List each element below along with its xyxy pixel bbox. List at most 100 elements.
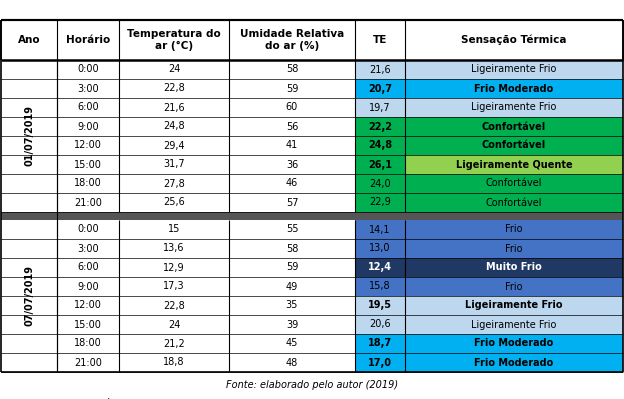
Text: 18,8: 18,8 xyxy=(163,358,185,367)
Text: 9:00: 9:00 xyxy=(77,122,99,132)
Text: Ligeiramente Frio: Ligeiramente Frio xyxy=(471,65,557,75)
Bar xyxy=(355,258,405,277)
Text: Ligeiramente Frio: Ligeiramente Frio xyxy=(471,103,557,113)
Bar xyxy=(355,239,405,258)
Text: 12,9: 12,9 xyxy=(163,263,185,273)
Text: Sensação Térmica: Sensação Térmica xyxy=(461,35,567,45)
Text: 6:00: 6:00 xyxy=(77,263,99,273)
Bar xyxy=(57,334,119,353)
Text: 22,8: 22,8 xyxy=(163,300,185,310)
Bar xyxy=(229,98,355,117)
Bar xyxy=(57,60,119,79)
Bar xyxy=(229,296,355,315)
Text: 41: 41 xyxy=(286,140,298,150)
Bar xyxy=(1,60,57,79)
Bar xyxy=(1,353,57,372)
Bar xyxy=(355,353,405,372)
Text: 22,8: 22,8 xyxy=(163,83,185,93)
Bar xyxy=(119,239,229,258)
Text: Ligeiramente Frio: Ligeiramente Frio xyxy=(471,320,557,330)
Bar xyxy=(119,136,229,155)
Bar xyxy=(1,220,57,239)
Text: 18,7: 18,7 xyxy=(368,338,392,348)
Bar xyxy=(1,334,57,353)
Bar xyxy=(405,296,623,315)
Text: 25,6: 25,6 xyxy=(163,198,185,207)
Text: Frio Moderado: Frio Moderado xyxy=(474,83,553,93)
Text: 21,6: 21,6 xyxy=(163,103,185,113)
Bar xyxy=(119,117,229,136)
Text: 22,2: 22,2 xyxy=(368,122,392,132)
Bar xyxy=(119,334,229,353)
Text: 3:00: 3:00 xyxy=(77,83,99,93)
Text: 13,6: 13,6 xyxy=(163,243,185,253)
Text: 07/07/2019: 07/07/2019 xyxy=(24,265,34,326)
Bar xyxy=(405,277,623,296)
Bar xyxy=(119,98,229,117)
Text: 59: 59 xyxy=(286,83,298,93)
Bar xyxy=(119,353,229,372)
Text: 20,6: 20,6 xyxy=(369,320,391,330)
Bar xyxy=(405,315,623,334)
Bar xyxy=(1,155,57,174)
Text: 6:00: 6:00 xyxy=(77,103,99,113)
Text: 19,7: 19,7 xyxy=(369,103,391,113)
Bar xyxy=(405,353,623,372)
Text: 21,2: 21,2 xyxy=(163,338,185,348)
Bar xyxy=(405,155,623,174)
Text: 0:00: 0:00 xyxy=(77,225,99,235)
Text: Horário: Horário xyxy=(66,35,110,45)
Text: 48: 48 xyxy=(286,358,298,367)
Bar xyxy=(57,277,119,296)
Text: 13,0: 13,0 xyxy=(369,243,391,253)
Bar xyxy=(229,155,355,174)
Text: 36: 36 xyxy=(286,160,298,170)
Bar xyxy=(57,79,119,98)
Text: 18:00: 18:00 xyxy=(74,338,102,348)
Bar xyxy=(405,193,623,212)
Bar xyxy=(229,117,355,136)
Bar xyxy=(1,193,57,212)
Bar xyxy=(229,79,355,98)
Bar xyxy=(119,79,229,98)
Text: Frio Moderado: Frio Moderado xyxy=(474,338,553,348)
Text: 20,7: 20,7 xyxy=(368,83,392,93)
Text: Frio: Frio xyxy=(505,225,523,235)
Bar xyxy=(355,220,405,239)
Bar xyxy=(57,258,119,277)
Bar xyxy=(229,193,355,212)
Bar xyxy=(57,315,119,334)
Bar xyxy=(405,220,623,239)
Text: 60: 60 xyxy=(286,103,298,113)
Bar xyxy=(405,117,623,136)
Bar xyxy=(1,258,57,277)
Text: 17,0: 17,0 xyxy=(368,358,392,367)
Bar xyxy=(119,193,229,212)
Bar xyxy=(119,60,229,79)
Bar xyxy=(1,239,57,258)
Text: Confortável: Confortável xyxy=(485,198,542,207)
Bar xyxy=(57,239,119,258)
Text: 14,1: 14,1 xyxy=(369,225,391,235)
Bar xyxy=(1,117,57,136)
Bar xyxy=(57,193,119,212)
Text: 57: 57 xyxy=(286,198,298,207)
Text: Confortável: Confortável xyxy=(482,140,546,150)
Bar xyxy=(1,98,57,117)
Text: 24,0: 24,0 xyxy=(369,178,391,188)
Text: 15,8: 15,8 xyxy=(369,282,391,292)
Text: 24,8: 24,8 xyxy=(368,140,392,150)
Text: 21,6: 21,6 xyxy=(369,65,391,75)
Bar xyxy=(119,277,229,296)
Bar xyxy=(119,155,229,174)
Bar xyxy=(229,220,355,239)
Text: 22,9: 22,9 xyxy=(369,198,391,207)
Bar xyxy=(405,136,623,155)
Bar xyxy=(1,220,57,372)
Bar xyxy=(405,239,623,258)
Bar xyxy=(229,239,355,258)
Bar xyxy=(119,174,229,193)
Bar xyxy=(1,174,57,193)
Bar xyxy=(229,315,355,334)
Text: 58: 58 xyxy=(286,65,298,75)
